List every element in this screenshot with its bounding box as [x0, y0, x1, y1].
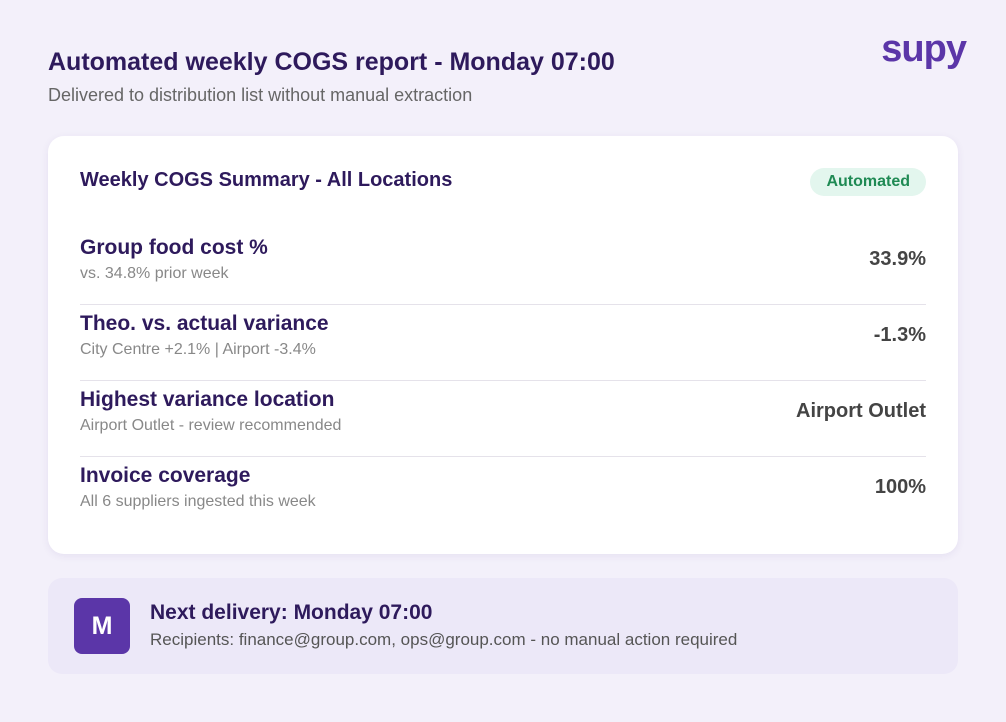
metric-value: Airport Outlet — [796, 400, 926, 422]
metric-row: Theo. vs. actual variance City Centre +2.… — [80, 304, 926, 381]
metric-row: Group food cost % vs. 34.8% prior week 33.… — [80, 228, 926, 305]
metric-value: 100% — [874, 476, 926, 498]
metric-value: -1.3% — [873, 324, 926, 346]
metric-row: Invoice coverage All 6 suppliers ingested… — [80, 456, 926, 532]
metric-label: Invoice coverage — [80, 464, 251, 487]
delivery-detail: Recipients: finance@group.com, ops@group… — [150, 630, 738, 649]
metric-detail: Airport Outlet - review recommended — [80, 417, 342, 434]
metric-label: Group food cost % — [80, 236, 268, 259]
subtitle: Delivered to distribution list without m… — [48, 85, 473, 105]
delivery-title: Next delivery: Monday 07:00 — [150, 601, 433, 624]
metric-detail: City Centre +2.1% | Airport -3.4% — [80, 341, 316, 358]
metric-detail: All 6 suppliers ingested this week — [80, 493, 316, 510]
metric-label: Theo. vs. actual variance — [80, 312, 329, 335]
badge: Automated — [810, 168, 926, 196]
avatar: M — [74, 598, 130, 654]
title: Automated weekly COGS report - Monday 07… — [48, 48, 615, 76]
delivery-panel: M Next delivery: Monday 07:00 Recipients… — [48, 578, 958, 674]
metric-value: 33.9% — [869, 248, 926, 270]
summary-card: Weekly COGS Summary - All Locations Auto… — [48, 136, 958, 554]
card-title: Weekly COGS Summary - All Locations — [80, 169, 453, 191]
metric-row: Highest variance location Airport Outlet … — [80, 380, 926, 457]
metric-detail: vs. 34.8% prior week — [80, 265, 229, 282]
metric-label: Highest variance location — [80, 388, 335, 411]
logo: supy — [881, 28, 967, 70]
